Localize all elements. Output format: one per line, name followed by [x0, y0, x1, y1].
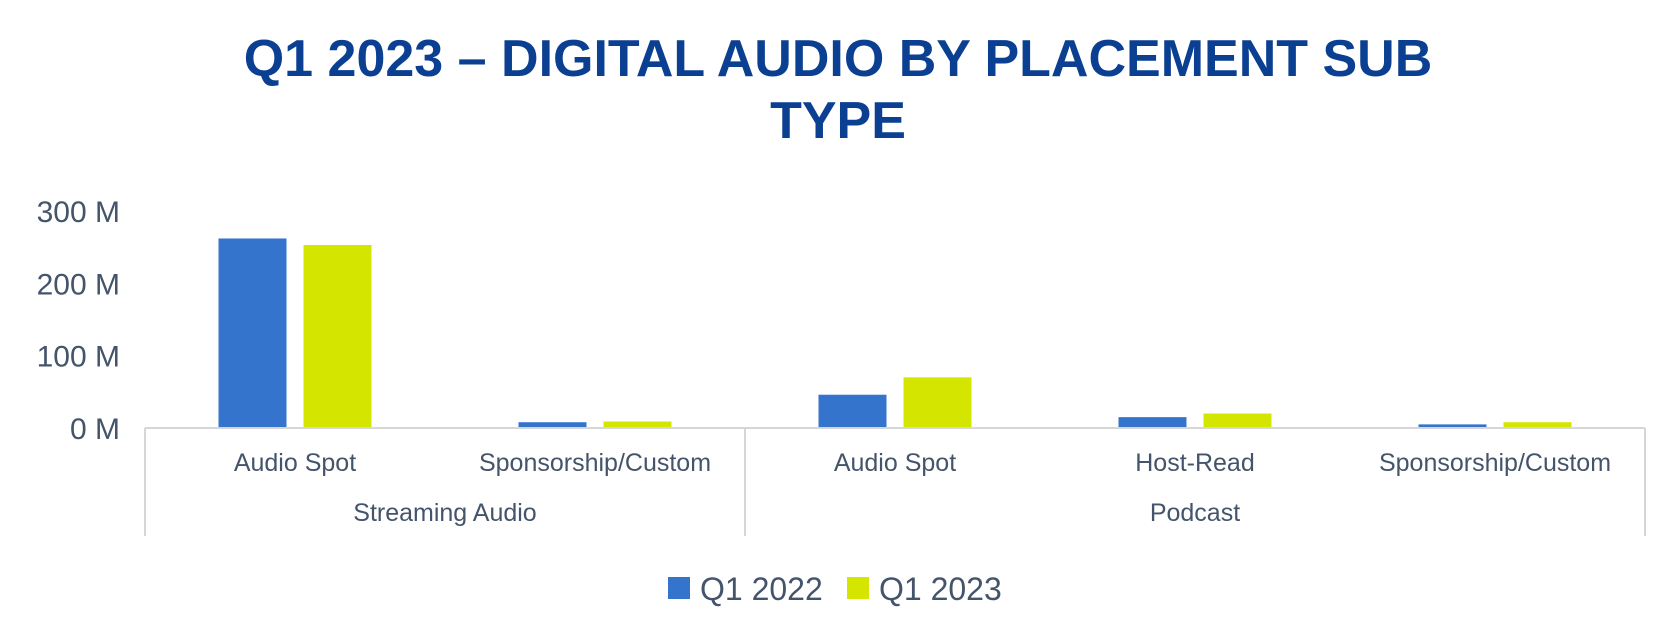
bar-q1-2023-1: [603, 421, 672, 428]
chart-title: Q1 2023 – DIGITAL AUDIO BY PLACEMENT SUB…: [0, 28, 1676, 152]
bar-q1-2022-4: [1418, 424, 1487, 428]
y-tick-label-0: 0 M: [70, 413, 120, 446]
y-tick-label-3: 300 M: [37, 196, 120, 229]
legend-label-q1-2022: Q1 2022: [700, 571, 823, 607]
legend-swatch-q1-2023: [847, 577, 869, 599]
x-category-label-4: Sponsorship/Custom: [1379, 449, 1611, 477]
bar-q1-2023-4: [1503, 422, 1572, 428]
bar-q1-2022-3: [1118, 417, 1187, 428]
x-category-label-2: Audio Spot: [834, 449, 956, 477]
legend-label-q1-2023: Q1 2023: [879, 571, 1002, 607]
bar-q1-2022-1: [518, 422, 587, 428]
bar-q1-2023-3: [1203, 413, 1272, 428]
bar-q1-2022-2: [818, 394, 887, 428]
bar-q1-2022-0: [218, 238, 287, 428]
legend-swatch-q1-2022: [668, 577, 690, 599]
bar-q1-2023-0: [303, 244, 372, 428]
chart-title-line-1: Q1 2023 – DIGITAL AUDIO BY PLACEMENT SUB: [243, 30, 1433, 88]
x-category-label-0: Audio Spot: [234, 449, 356, 477]
y-tick-label-1: 100 M: [37, 341, 120, 374]
x-category-label-1: Sponsorship/Custom: [479, 449, 711, 477]
chart-title-line-2: TYPE: [770, 92, 906, 150]
y-tick-label-2: 200 M: [37, 268, 120, 301]
x-group-label-0: Streaming Audio: [353, 499, 536, 527]
x-group-label-1: Podcast: [1150, 499, 1240, 527]
bar-q1-2023-2: [903, 377, 972, 428]
x-category-label-3: Host-Read: [1135, 449, 1255, 477]
